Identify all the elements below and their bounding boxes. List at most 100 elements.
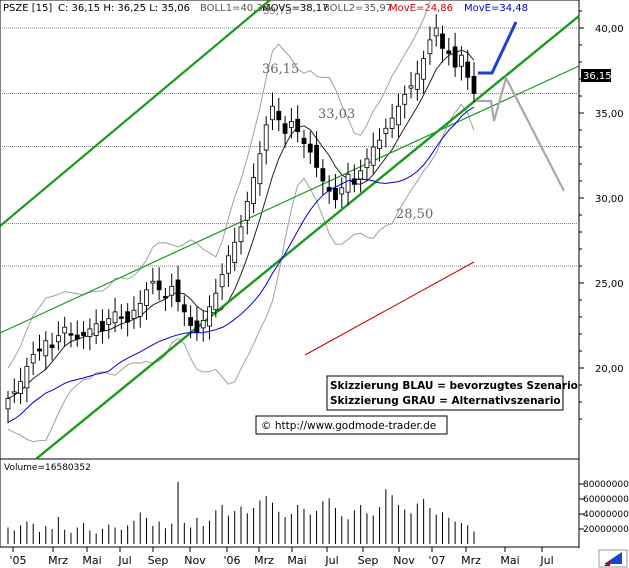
candle-body: [100, 320, 105, 331]
x-tick-label: Sep: [358, 554, 379, 567]
candle-body: [244, 200, 250, 221]
level-label-top-partial: 39,73: [263, 6, 292, 17]
level-label-high: 36,15: [262, 62, 299, 77]
candle-body: [144, 289, 149, 306]
y-tick-label: 35,00: [595, 109, 624, 120]
candle-body: [188, 317, 194, 326]
axes-layer: 40,00 35,00 30,00 25,00 20,00 '05 Mrz Mai Jul Sep…: [9, 10, 629, 567]
header-symbol: PSZE [15]: [3, 3, 52, 14]
candle-body: [163, 296, 168, 299]
volume-layer: [7, 481, 475, 544]
moving-average-layer: [7, 106, 475, 423]
candle-body: [112, 311, 118, 324]
volume-panel-frame: [0, 458, 580, 548]
candle-body: [421, 58, 427, 80]
candle-body: [55, 335, 61, 343]
candle-body: [207, 306, 212, 327]
move-short-line: [304, 261, 475, 356]
volume-tick-label: 40000000: [583, 510, 629, 520]
candle-body: [219, 274, 225, 288]
candle-body: [389, 117, 395, 129]
candle-body: [181, 304, 187, 313]
trendline-layer: [0, 0, 580, 460]
zoom-corner-icon[interactable]: ◢: [598, 549, 628, 568]
candle-body: [301, 137, 307, 145]
candle-body: [333, 187, 338, 201]
candle-body: [200, 319, 206, 329]
candle-body: [364, 158, 370, 169]
candle-body: [18, 381, 23, 394]
bollinger-mid: [7, 49, 475, 400]
x-tick-label: '06: [223, 554, 240, 567]
candle-body: [383, 127, 389, 134]
level-label-mid: 33,03: [318, 107, 355, 122]
candle-body: [377, 139, 382, 149]
candle-body: [137, 302, 143, 317]
x-tick-label: '07: [428, 554, 445, 567]
x-tick-label: Mrz: [461, 554, 481, 567]
x-tick-label: '05: [9, 554, 26, 567]
copyright-box: [255, 415, 448, 435]
candle-body: [351, 178, 357, 185]
x-tick-label: Jul: [117, 554, 131, 567]
x-tick-label: Nov: [184, 554, 206, 567]
candle-body: [24, 365, 30, 389]
header-move-long: MovE=34,48: [464, 3, 528, 14]
header-ohlc: C: 36,15 H: 36,25 L: 35,06: [58, 3, 190, 14]
move-long-line: [7, 106, 475, 423]
candle-body: [270, 105, 275, 121]
copyright-text[interactable]: © http://www.godmode-trader.de: [261, 420, 436, 432]
x-tick-label: Jul: [539, 554, 553, 567]
candle-body: [49, 344, 55, 348]
volume-tick-label: 20000000: [583, 525, 629, 535]
candle-layer: [5, 14, 477, 424]
candle-body: [396, 105, 401, 126]
x-tick-label: Mrz: [254, 554, 274, 567]
candle-body: [87, 328, 93, 337]
candle-body: [465, 61, 471, 78]
lower-support-line: [35, 15, 580, 460]
candle-body: [175, 279, 181, 303]
scenario-grey-path: [476, 74, 565, 192]
upper-channel-line: [0, 0, 271, 227]
candle-body: [433, 27, 439, 37]
candle-body: [459, 54, 464, 67]
candle-body: [106, 318, 112, 326]
x-tick-label: Mai: [287, 554, 306, 567]
last-price-text: 36,15: [583, 71, 612, 82]
candle-body: [345, 173, 351, 193]
y-tick-label: 30,00: [595, 194, 624, 205]
last-price-box: [581, 69, 611, 82]
candle-body: [169, 285, 175, 296]
candle-body: [5, 398, 11, 410]
projection-layer: [476, 21, 565, 192]
volume-tick-label: 80000000: [583, 480, 629, 490]
svg-text:◢: ◢: [604, 558, 611, 567]
candle-body: [276, 110, 282, 121]
candle-body: [339, 187, 345, 195]
candle-body: [452, 46, 458, 68]
candle-body: [402, 93, 408, 105]
y-tick-label: 40,00: [595, 24, 624, 35]
candle-body: [226, 255, 231, 274]
candle-body: [62, 326, 68, 334]
legend-blue-text: Skizzierung BLAU = bevorzugtes Szenario: [330, 380, 578, 392]
candle-body: [118, 316, 124, 319]
level-label-low: 28,50: [396, 207, 433, 222]
candle-body: [263, 124, 269, 151]
header-boll1: BOLL1=40,36: [200, 3, 269, 14]
candle-body: [408, 85, 414, 89]
x-tick-label: Nov: [393, 554, 415, 567]
candle-body: [257, 153, 263, 185]
thin-trend-line: [0, 65, 580, 334]
candle-body: [282, 123, 288, 134]
candle-body: [232, 241, 238, 263]
y-tick-label: 20,00: [595, 364, 624, 375]
candle-body: [288, 121, 294, 128]
candle-body: [125, 311, 131, 323]
y-tick-label: 25,00: [595, 279, 624, 290]
candle-body: [74, 334, 80, 340]
candle-body: [37, 348, 42, 352]
